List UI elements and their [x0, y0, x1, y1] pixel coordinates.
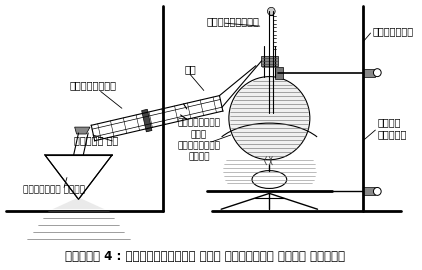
Circle shape [373, 69, 381, 77]
Text: बालू
ऊष्मक: बालू ऊष्मक [377, 117, 407, 139]
Ellipse shape [252, 171, 287, 188]
Polygon shape [363, 187, 376, 195]
Polygon shape [275, 67, 283, 79]
Polygon shape [52, 197, 105, 209]
Text: चित्र 4 : प्रयोगशाला में फॉर्मिक अम्ल बनाना: चित्र 4 : प्रयोगशाला में फॉर्मिक अम्ल बन… [65, 250, 345, 263]
Polygon shape [261, 56, 278, 66]
Polygon shape [142, 109, 152, 132]
Text: जल: जल [184, 64, 196, 74]
Text: स्टैण्ड: स्टैण्ड [373, 26, 414, 36]
Polygon shape [363, 69, 376, 77]
Text: ठण्डा जल: ठण्डा जल [74, 135, 118, 145]
Circle shape [230, 77, 309, 159]
Circle shape [268, 7, 275, 15]
Text: ग्लिसरॉल
तथा
ऑक्सैलिक
अम्ल: ग्लिसरॉल तथा ऑक्सैलिक अम्ल [178, 119, 220, 161]
Text: फॉर्मिक अम्ल: फॉर्मिक अम्ल [23, 185, 85, 194]
Text: संघनित्र: संघनित्र [70, 80, 116, 90]
Text: थर्मामीटर: थर्मामीटर [207, 16, 260, 26]
Circle shape [373, 187, 381, 195]
Polygon shape [45, 155, 112, 199]
Polygon shape [75, 127, 90, 134]
